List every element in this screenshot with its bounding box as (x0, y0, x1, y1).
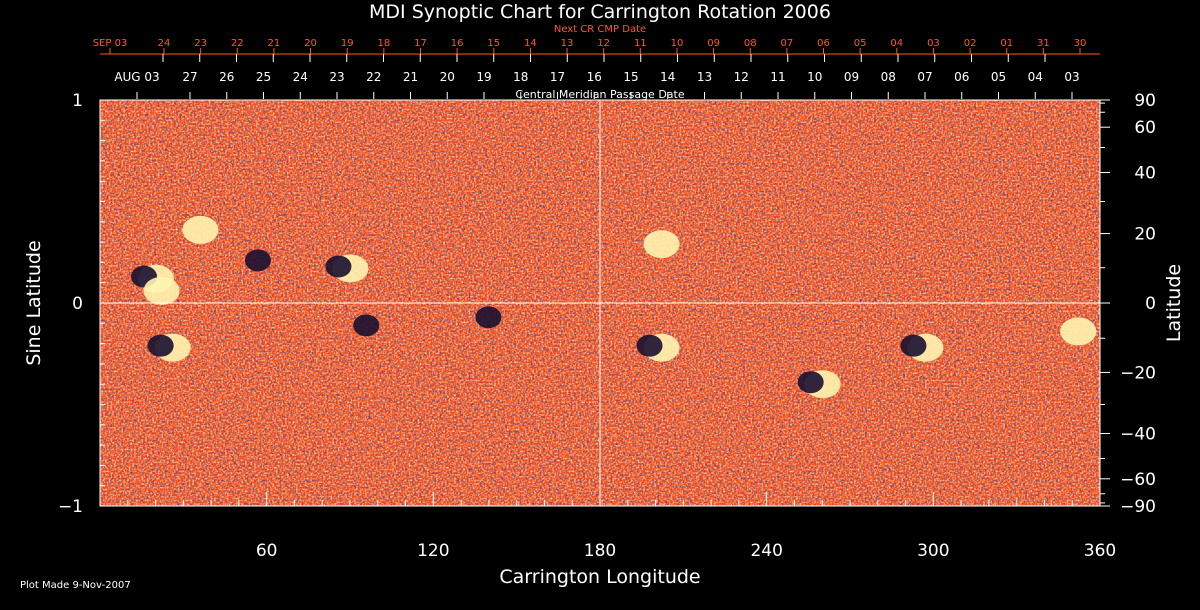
cmp-date-label: 23 (329, 70, 344, 84)
next-cr-date-label: 21 (268, 38, 281, 49)
y-right-axis-title: Latitude (1163, 264, 1185, 342)
next-cr-date-label: 19 (341, 38, 354, 49)
cmp-date-label: 16 (587, 70, 602, 84)
active-region-positive (643, 230, 680, 259)
cmp-date-label: 27 (182, 70, 197, 84)
cmp-date-label: 14 (660, 70, 675, 84)
next-cr-date-label: 24 (158, 38, 171, 49)
cmp-date-label: 17 (550, 70, 565, 84)
cmp-date-label: 26 (219, 70, 234, 84)
cmp-date-label: 06 (954, 70, 969, 84)
y-right-tick-label: −60 (1120, 470, 1156, 490)
next-cr-date-label: 02 (964, 38, 977, 49)
cmp-date-label: 05 (991, 70, 1006, 84)
x-tick-label: 60 (256, 541, 278, 561)
next-cr-date-label: 14 (524, 38, 537, 49)
cmp-axis-title: Central Meridian Passage Date (515, 88, 684, 101)
next-cr-date-label: 10 (671, 38, 684, 49)
y-left-axis-title: Sine Latitude (23, 240, 45, 365)
next-cr-date-label: 16 (451, 38, 464, 49)
y-right-tick-label: −20 (1120, 363, 1156, 383)
y-right-tick-label: −90 (1120, 497, 1156, 517)
active-region-negative (353, 314, 380, 337)
x-tick-label: 240 (750, 541, 782, 561)
cmp-date-label: 03 (1064, 70, 1079, 84)
y-right-tick-label: 40 (1134, 164, 1156, 184)
active-region-negative (325, 255, 352, 278)
cmp-date-label: 22 (366, 70, 381, 84)
next-cr-axis-title: Next CR CMP Date (554, 24, 646, 35)
next-cr-date-label: 13 (561, 38, 574, 49)
active-region-negative (147, 334, 174, 357)
next-cr-date-label: 04 (890, 38, 903, 49)
active-region-negative (475, 306, 502, 329)
cmp-date-label: 20 (440, 70, 455, 84)
x-axis-title: Carrington Longitude (499, 566, 700, 588)
active-region-positive (182, 215, 219, 244)
x-tick-label: 120 (417, 541, 449, 561)
next-cr-date-label: 08 (744, 38, 757, 49)
y-left-tick-label: −1 (58, 497, 83, 517)
cmp-date-label: 04 (1028, 70, 1043, 84)
cmp-date-label: 21 (403, 70, 418, 84)
next-cr-date-label: 22 (231, 38, 244, 49)
cmp-date-label: 12 (734, 70, 749, 84)
active-region-negative (797, 371, 824, 394)
cmp-date-label: 18 (513, 70, 528, 84)
y-left-tick-label: 1 (72, 91, 83, 111)
next-cr-date-label: 06 (817, 38, 830, 49)
cmp-date-label: 07 (917, 70, 932, 84)
y-right-tick-label: 0 (1145, 294, 1156, 314)
next-cr-date-label: 05 (854, 38, 867, 49)
next-cr-date-label: SEP 03 (93, 38, 128, 49)
active-region-negative (636, 334, 663, 357)
next-cr-date-label: 17 (414, 38, 427, 49)
next-cr-date-label: 20 (304, 38, 317, 49)
next-cr-date-label: 11 (634, 38, 647, 49)
y-right-tick-label: 90 (1134, 91, 1156, 111)
plot-made-footer: Plot Made 9-Nov-2007 (20, 580, 131, 591)
cmp-date-label: 11 (770, 70, 785, 84)
cmp-date-label: 15 (623, 70, 638, 84)
y-right-tick-label: −40 (1120, 424, 1156, 444)
next-cr-date-label: 03 (927, 38, 940, 49)
x-tick-label: 180 (584, 541, 616, 561)
next-cr-date-label: 30 (1074, 38, 1087, 49)
active-region-negative (900, 334, 927, 357)
chart-title: MDI Synoptic Chart for Carrington Rotati… (369, 1, 831, 23)
next-cr-date-label: 18 (377, 38, 390, 49)
active-region-negative (244, 249, 271, 272)
x-tick-label: 360 (1084, 541, 1116, 561)
cmp-date-label: 10 (807, 70, 822, 84)
cmp-date-label: 19 (476, 70, 491, 84)
cmp-date-label: AUG 03 (114, 70, 159, 84)
next-cr-date-label: 31 (1037, 38, 1050, 49)
next-cr-date-label: 12 (597, 38, 610, 49)
y-right-tick-label: 20 (1134, 225, 1156, 245)
next-cr-date-label: 23 (194, 38, 207, 49)
next-cr-date-label: 01 (1000, 38, 1013, 49)
cmp-date-label: 13 (697, 70, 712, 84)
y-right-tick-label: 60 (1134, 118, 1156, 138)
cmp-date-label: 24 (293, 70, 308, 84)
active-region-positive (143, 276, 180, 305)
next-cr-date-label: 15 (487, 38, 500, 49)
active-region-positive (1060, 317, 1097, 346)
cmp-date-label: 08 (881, 70, 896, 84)
next-cr-date-label: 07 (781, 38, 794, 49)
next-cr-date-label: 09 (707, 38, 720, 49)
y-left-tick-label: 0 (72, 294, 83, 314)
x-tick-label: 300 (917, 541, 949, 561)
cmp-date-label: 09 (844, 70, 859, 84)
cmp-date-label: 25 (256, 70, 271, 84)
